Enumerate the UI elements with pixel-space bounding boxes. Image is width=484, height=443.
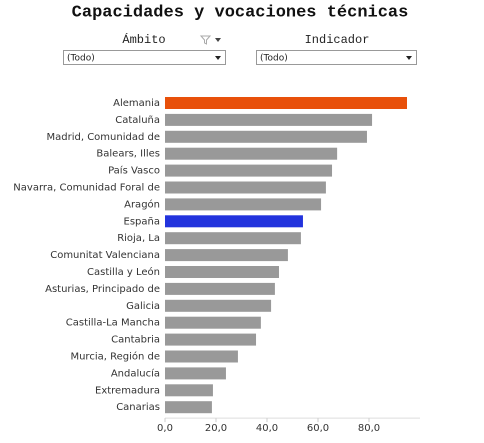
bar <box>165 147 338 160</box>
menu-icon[interactable] <box>215 38 221 42</box>
chart-title: Capacidades y vocaciones técnicas <box>72 3 409 22</box>
x-tick-label: 20,0 <box>205 423 227 434</box>
y-tick-label: Navarra, Comunidad Foral de <box>13 183 160 194</box>
y-tick-label: Alemania <box>113 98 160 109</box>
bar <box>165 164 333 177</box>
bar <box>165 181 326 194</box>
bar <box>165 113 373 126</box>
y-tick-label: Aragón <box>124 198 160 210</box>
filter-label: Ámbito <box>122 32 165 47</box>
bar <box>165 384 213 397</box>
bar <box>165 333 257 346</box>
y-tick-label: Andalucía <box>111 367 160 379</box>
bar <box>165 249 288 262</box>
y-tick-label: Cantabria <box>111 335 160 346</box>
dropdown-arrow[interactable] <box>215 56 221 60</box>
bar <box>165 350 238 363</box>
bar <box>165 215 303 228</box>
y-tick-label: Balears, Illes <box>96 149 160 160</box>
bar <box>165 282 275 295</box>
bar <box>165 401 212 414</box>
y-tick-label: Rioja, La <box>117 233 160 244</box>
dropdown-box[interactable] <box>63 50 226 65</box>
x-tick-label: 60,0 <box>307 423 329 434</box>
bar <box>165 316 261 329</box>
filter-label: Indicador <box>305 33 370 47</box>
dropdown-box[interactable] <box>256 50 417 65</box>
bar <box>165 266 279 278</box>
y-tick-label: Galicia <box>126 301 160 312</box>
bar <box>165 367 226 380</box>
x-tick-label: 80,0 <box>358 423 380 434</box>
y-tick-label: Canarias <box>116 402 160 413</box>
dropdown[interactable]: (Todo) <box>63 50 226 65</box>
filter-icon[interactable] <box>199 35 212 45</box>
bar <box>165 232 301 245</box>
y-tick-label: Madrid, Comunidad de <box>47 132 161 143</box>
bar <box>165 97 407 109</box>
bar <box>165 299 272 312</box>
y-tick-label: Cataluña <box>115 115 160 126</box>
dropdown-value: (Todo) <box>260 54 288 64</box>
y-tick-label: Comunitat Valenciana <box>50 250 160 261</box>
dropdown-arrow[interactable] <box>406 56 412 60</box>
y-tick-label: País Vasco <box>108 165 160 177</box>
dropdown[interactable]: (Todo) <box>256 50 417 65</box>
y-tick-label: Castilla-La Mancha <box>66 318 160 329</box>
x-tick-label: 0,0 <box>157 423 173 434</box>
y-tick-label: Extremadura <box>95 385 160 396</box>
x-tick-label: 40,0 <box>256 423 278 434</box>
y-tick-label: Asturias, Principado de <box>45 284 160 295</box>
bar <box>165 198 322 211</box>
dropdown-value: (Todo) <box>67 54 95 64</box>
y-tick-label: Murcia, Región de <box>70 351 160 363</box>
bar <box>165 130 367 143</box>
y-tick-label: España <box>124 216 160 227</box>
y-tick-label: Castilla y León <box>87 266 160 278</box>
